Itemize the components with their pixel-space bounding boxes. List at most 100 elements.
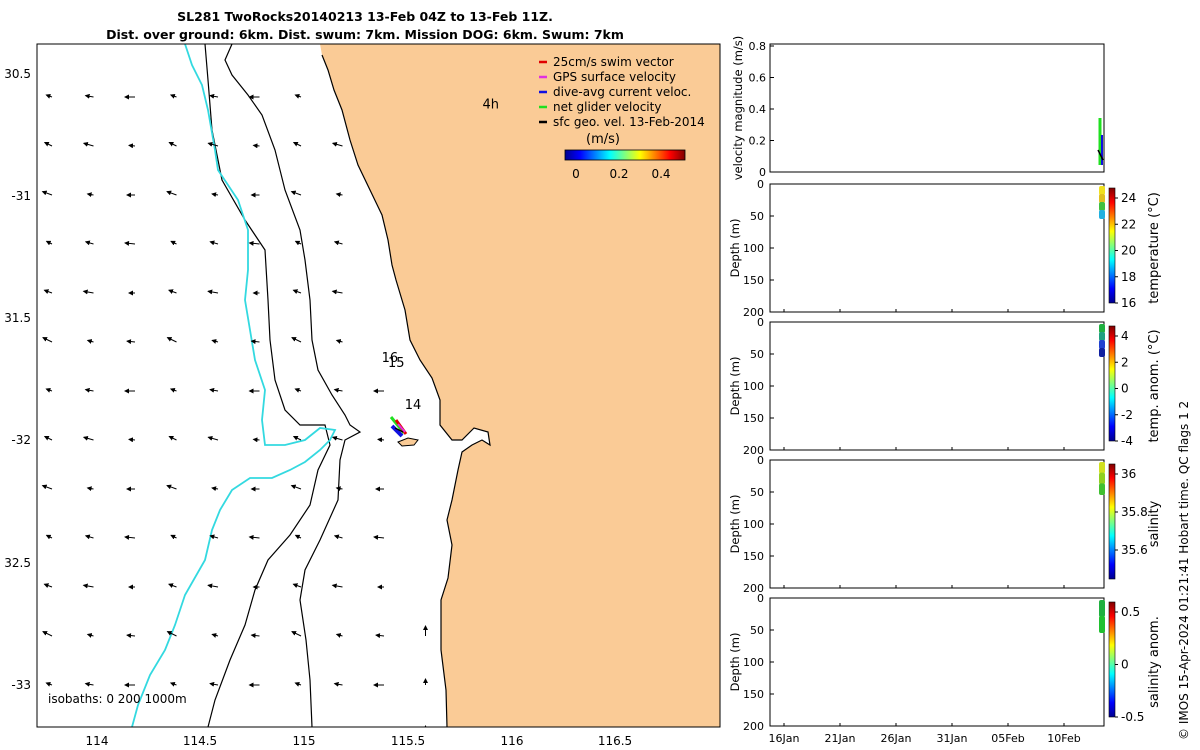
velocity-arrow xyxy=(169,387,177,393)
depth-tick: 100 xyxy=(743,656,764,669)
colorbar-tick: 20 xyxy=(1121,244,1136,258)
depth-ylabel: Depth (m) xyxy=(728,219,742,278)
colorbar-label: temp. anom. (°C) xyxy=(1147,329,1162,442)
velocity-ytick: 0.4 xyxy=(749,103,767,116)
velocity-arrow xyxy=(250,339,260,345)
depth-tick: 0 xyxy=(757,316,764,329)
velocity-arrow xyxy=(169,93,177,99)
legend-label: 25cm/s swim vector xyxy=(553,55,674,69)
velocity-arrow xyxy=(126,339,136,345)
isobath-1000 xyxy=(204,44,331,727)
velocity-arrow xyxy=(254,733,260,734)
depth-tick: 0 xyxy=(757,592,764,605)
profile-axes xyxy=(769,183,1105,313)
velocity-arrow xyxy=(373,534,385,540)
map-ytick: -33 xyxy=(11,678,31,692)
velocity-arrow xyxy=(45,681,53,687)
credit-text: © IMOS 15-Apr-2024 01:21:41 Hobart time.… xyxy=(1177,401,1191,740)
profile-panel: 0 50 100 150 200 Depth (m) 4 2 0 -2 -4 temp. anom. … xyxy=(728,316,1162,457)
map-y-axis: 30.5 -31 31.5 -32 32.5 -33 xyxy=(4,67,31,692)
velocity-arrow xyxy=(211,486,219,492)
profile-data-cell xyxy=(1099,194,1105,203)
depth-tick: 200 xyxy=(743,306,764,319)
velocity-arrow xyxy=(43,289,53,294)
profile-data-cell xyxy=(1099,600,1105,617)
velocity-arrow xyxy=(252,437,260,443)
colorbar-tick: 4 xyxy=(1121,329,1129,343)
velocity-arrow xyxy=(168,289,177,294)
colorbar-tick: 16 xyxy=(1121,296,1136,310)
velocity-arrow xyxy=(294,93,302,99)
velocity-arrow xyxy=(211,633,219,638)
land-mass xyxy=(320,44,720,727)
date-tick: 21Jan xyxy=(825,732,856,745)
profile-axes xyxy=(769,459,1105,589)
velocity-arrow xyxy=(333,387,343,393)
velocity-arrow xyxy=(82,583,94,589)
velocity-arrow xyxy=(292,141,302,147)
velocity-arrow xyxy=(333,534,343,540)
velocity-arrow xyxy=(169,681,177,687)
velocity-arrow xyxy=(84,387,94,393)
colorbar-tick: 35.6 xyxy=(1121,543,1148,557)
depth-ylabel: Depth (m) xyxy=(728,357,742,416)
velocity-arrow xyxy=(209,240,219,246)
velocity-ylabel: velocity magnitude (m/s) xyxy=(731,36,745,181)
velocity-arrow xyxy=(82,435,94,441)
velocity-arrow xyxy=(331,435,343,441)
date-tick: 26Jan xyxy=(881,732,912,745)
velocity-arrow xyxy=(290,190,302,196)
velocity-arrow xyxy=(168,583,177,588)
velocity-arrow xyxy=(86,633,94,638)
colorbar-label: salinity xyxy=(1147,500,1162,547)
velocity-arrow xyxy=(294,387,302,393)
velocity-arrow xyxy=(86,192,94,198)
profile-data-cell xyxy=(1099,210,1105,219)
velocity-arrow xyxy=(170,534,177,540)
depth-tick: 50 xyxy=(750,210,764,223)
legend-label: dive-avg current veloc. xyxy=(553,85,691,99)
velocity-arrow xyxy=(377,437,385,443)
profile-axes xyxy=(769,597,1105,727)
velocity-arrow xyxy=(331,583,343,589)
map-ytick: 32.5 xyxy=(4,556,31,570)
isobath-200 xyxy=(224,44,362,727)
profile-data-cell xyxy=(1099,348,1105,357)
depth-tick: 0 xyxy=(757,454,764,467)
depth-tick: 100 xyxy=(743,242,764,255)
colorbar-tick: -2 xyxy=(1121,408,1133,422)
velocity-arrow xyxy=(207,141,219,147)
colorbar-label: salinity anom. xyxy=(1147,616,1162,708)
velocity-arrow xyxy=(209,534,219,540)
velocity-arrow xyxy=(169,730,176,734)
velocity-ytick: 0.8 xyxy=(749,40,767,53)
map-ytick: -32 xyxy=(11,433,31,447)
velocity-arrow xyxy=(45,240,53,246)
velocity-arrow xyxy=(84,534,94,540)
legend-label: sfc geo. vel. 13-Feb-2014 xyxy=(553,115,705,129)
velocity-arrow xyxy=(291,631,302,637)
colorbar-tick: 2 xyxy=(1121,355,1129,369)
velocity-arrow xyxy=(335,633,343,638)
velocity-arrow xyxy=(211,192,219,198)
velocity-arrow xyxy=(84,240,94,246)
depth-tick: 200 xyxy=(743,582,764,595)
colorbar-label: temperature (°C) xyxy=(1147,192,1162,304)
velocity-arrow xyxy=(292,435,302,441)
velocity-arrow xyxy=(86,486,94,492)
velocity-arrow xyxy=(82,141,94,147)
velocity-arrow xyxy=(45,730,52,734)
colorbar-tick: 0 xyxy=(1121,658,1129,672)
profile-colorbar xyxy=(1108,187,1116,304)
velocity-ytick: 0.2 xyxy=(749,135,767,148)
date-axis: 16Jan 21Jan 26Jan 31Jan 05Feb 10Feb xyxy=(769,732,1081,745)
colorbar-tick: 24 xyxy=(1121,191,1136,205)
velocity-arrow xyxy=(166,337,177,343)
velocity-arrow xyxy=(45,534,53,540)
velocity-arrow xyxy=(252,143,260,149)
map-xtick: 115.5 xyxy=(391,734,425,748)
depth-tick: 100 xyxy=(743,518,764,531)
velocity-arrow xyxy=(333,681,343,687)
map-ytick: 30.5 xyxy=(4,67,31,81)
